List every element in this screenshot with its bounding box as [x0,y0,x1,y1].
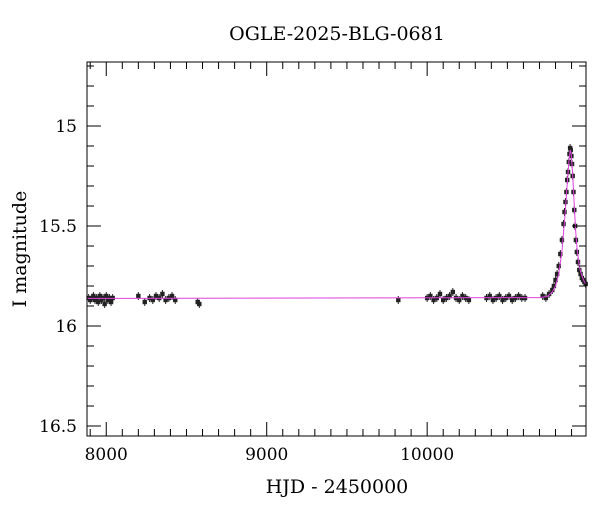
data-point [102,300,107,308]
data-point [540,292,545,300]
data-point [516,292,521,300]
data-point [487,292,492,300]
x-axis-label: HJD - 2450000 [266,476,409,498]
data-point [558,250,563,258]
y-tick-label: 16 [55,317,77,337]
observation-points [86,144,588,308]
data-point [562,208,567,216]
y-axis-ticks [87,65,586,427]
data-point [460,292,465,300]
data-point [96,298,101,306]
y-tick-label: 15.5 [39,217,77,237]
x-tick-labels: 8000 9000 10000 [85,445,455,465]
chart-title: OGLE-2025-BLG-0681 [229,23,445,45]
y-tick-label: 16.5 [39,417,77,437]
data-point [543,294,549,302]
data-point [428,292,433,300]
data-point [396,296,401,304]
data-point [160,290,165,298]
model-curve [86,149,587,299]
data-point [559,236,565,244]
data-point [556,262,561,270]
data-point [546,290,552,298]
data-point [497,292,502,300]
data-point [197,300,202,308]
x-tick-label: 9000 [245,445,288,465]
plot-frame [86,61,587,437]
data-point [450,288,456,296]
data-point [150,296,155,304]
data-point [506,292,512,300]
data-point [554,270,560,278]
data-point [173,296,178,304]
data-point [437,290,443,298]
model-line [86,149,587,299]
data-point [447,292,452,300]
y-tick-labels: 15 15.5 16 16.5 [39,117,77,437]
data-point [163,296,168,304]
data-point [142,298,147,306]
y-axis-label: I magnitude [9,191,31,308]
y-tick-label: 15 [55,117,77,137]
x-axis-ticks [89,62,573,436]
x-tick-label: 8000 [85,445,128,465]
data-point [553,276,558,284]
x-tick-label: 10000 [400,445,454,465]
